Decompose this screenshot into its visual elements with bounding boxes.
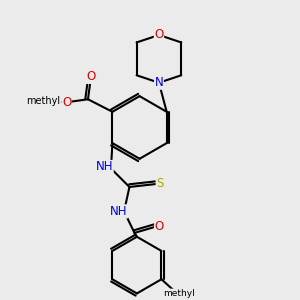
Text: S: S: [156, 178, 164, 190]
Text: O: O: [154, 28, 164, 41]
Text: methyl: methyl: [26, 96, 61, 106]
Text: N: N: [154, 76, 163, 89]
Text: O: O: [62, 96, 71, 109]
Text: NH: NH: [96, 160, 113, 173]
Text: O: O: [154, 220, 164, 233]
Text: O: O: [86, 70, 96, 83]
Text: methyl: methyl: [164, 289, 195, 298]
Text: NH: NH: [110, 205, 128, 218]
